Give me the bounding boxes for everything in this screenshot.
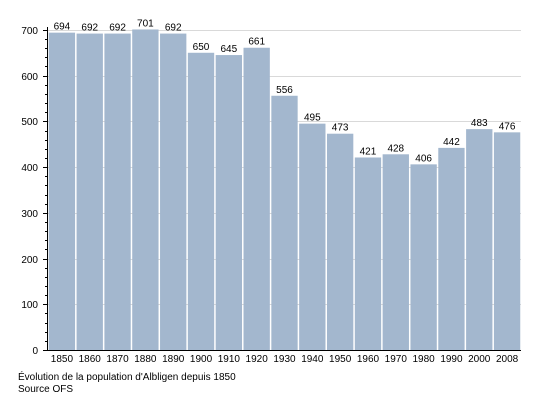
x-tick-label: 2008	[496, 354, 519, 365]
bar	[215, 55, 243, 351]
data-label: 476	[499, 121, 516, 132]
data-label: 556	[276, 85, 293, 96]
caption-title: Évolution de la population d'Albligen de…	[18, 372, 236, 383]
y-tick-label: 400	[21, 163, 38, 174]
data-label: 442	[443, 137, 460, 148]
bar	[48, 32, 76, 351]
bar	[299, 123, 326, 351]
x-tick-label: 1850	[51, 354, 74, 365]
data-label: 473	[332, 123, 349, 134]
x-tick-label: 1960	[357, 354, 380, 365]
x-tick-label: 1970	[385, 354, 408, 365]
x-tick-label: 1880	[134, 354, 157, 365]
bar	[493, 132, 521, 350]
x-tick-label: 1900	[190, 354, 213, 365]
data-label: 428	[387, 143, 404, 154]
x-tick-label: 1870	[106, 354, 129, 365]
x-tick-label: 1930	[273, 354, 296, 365]
bar	[76, 33, 103, 350]
x-tick-label: 2000	[468, 354, 491, 365]
x-tick-label: 1860	[79, 354, 102, 365]
x-tick-label: 1920	[246, 354, 269, 365]
y-tick-label: 600	[21, 72, 38, 83]
data-label: 692	[81, 23, 98, 34]
data-label: 645	[221, 44, 238, 55]
bar	[438, 147, 465, 350]
bar	[187, 52, 215, 351]
bar	[104, 33, 131, 350]
data-label: 483	[471, 118, 488, 129]
bar	[160, 33, 187, 350]
x-tick-label: 1980	[412, 354, 435, 365]
y-tick-label: 100	[21, 300, 38, 311]
bar	[132, 29, 159, 350]
data-label: 692	[109, 23, 126, 34]
bar	[271, 95, 298, 350]
data-labels: 694 692 692 701 692 650 645 661 556 495 473 421 428 4…	[54, 18, 516, 164]
x-tick-label: 1890	[162, 354, 185, 365]
x-tick-label: 1910	[218, 354, 241, 365]
x-tick-label: 1950	[329, 354, 352, 365]
data-label: 650	[193, 42, 210, 53]
y-tick-label: 300	[21, 209, 38, 220]
y-tick-label: 200	[21, 255, 38, 266]
data-label: 406	[415, 153, 432, 164]
y-tick-label: 500	[21, 117, 38, 128]
y-tick-label: 700	[21, 26, 38, 37]
data-label: 495	[304, 113, 321, 124]
bar	[326, 133, 354, 350]
y-tick-label: 0	[32, 346, 38, 357]
data-label: 421	[360, 146, 377, 157]
bar	[410, 164, 437, 350]
bar	[466, 129, 493, 350]
data-label: 694	[54, 22, 71, 33]
x-tick-label: 1990	[440, 354, 463, 365]
bar	[382, 154, 409, 350]
caption-source: Source OFS	[18, 384, 74, 395]
data-label: 661	[248, 37, 265, 48]
data-label: 692	[165, 23, 182, 34]
axes: 1850 1860 1870 1880 1890 1900 1910 1920 1930 1940…	[21, 26, 521, 365]
bar	[243, 47, 270, 350]
bars	[48, 29, 521, 351]
data-label: 701	[137, 18, 154, 29]
bar	[354, 157, 382, 350]
x-tick-label: 1940	[301, 354, 324, 365]
